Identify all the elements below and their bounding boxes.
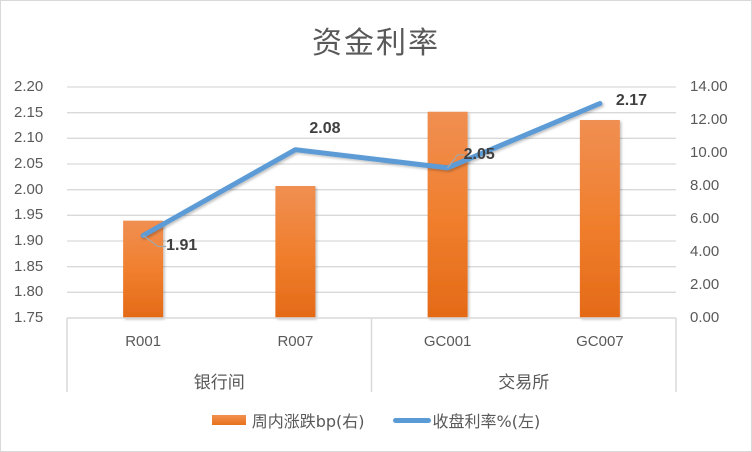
legend-label-bar: 周内涨跌bp(右)	[251, 412, 365, 431]
left-tick-label: 1.95	[14, 206, 44, 224]
right-tick-label: 4.00	[690, 243, 720, 260]
bar-GC007	[579, 120, 620, 318]
right-tick-label: 6.00	[690, 210, 720, 227]
left-tick-label: 2.15	[14, 103, 44, 121]
category-label: R007	[277, 333, 314, 350]
left-tick-label: 1.85	[14, 257, 44, 275]
category-label: R001	[125, 333, 162, 350]
legend: 周内涨跌bp(右) 收盘利率%(左)	[0, 408, 752, 432]
legend-item-bar: 周内涨跌bp(右)	[211, 408, 365, 432]
rate-line	[140, 101, 603, 238]
line-swatch-icon	[392, 417, 431, 423]
data-label: 1.91	[166, 236, 198, 254]
legend-item-line: 收盘利率%(左)	[392, 408, 541, 432]
right-tick-label: 12.00	[690, 111, 728, 128]
right-tick-label: 8.00	[690, 177, 720, 194]
bar-GC001	[427, 111, 468, 318]
bar-R007	[275, 186, 316, 318]
data-label: 2.05	[463, 145, 495, 163]
left-tick-label: 2.00	[14, 180, 44, 198]
group-label: 银行间	[193, 373, 245, 393]
left-tick-label: 2.20	[14, 78, 44, 95]
category-label: GC007	[576, 333, 624, 350]
left-tick-label: 1.75	[14, 309, 44, 326]
data-label: 2.17	[615, 91, 648, 109]
bar-swatch-icon	[211, 415, 246, 425]
left-tick-label: 2.10	[14, 129, 44, 147]
left-tick-label: 1.90	[14, 232, 44, 249]
left-tick-label: 1.80	[14, 283, 44, 301]
group-label: 交易所	[498, 373, 550, 393]
left-tick-label: 2.05	[14, 155, 44, 172]
right-tick-label: 2.00	[690, 276, 720, 293]
chart-title: 资金利率	[312, 26, 440, 61]
right-tick-label: 14.00	[690, 78, 728, 95]
right-tick-label: 10.00	[690, 144, 728, 161]
legend-label-line: 收盘利率%(左)	[432, 412, 541, 431]
right-tick-label: 0.00	[690, 309, 720, 326]
data-label: 2.08	[309, 119, 341, 137]
category-label: GC001	[423, 333, 472, 350]
